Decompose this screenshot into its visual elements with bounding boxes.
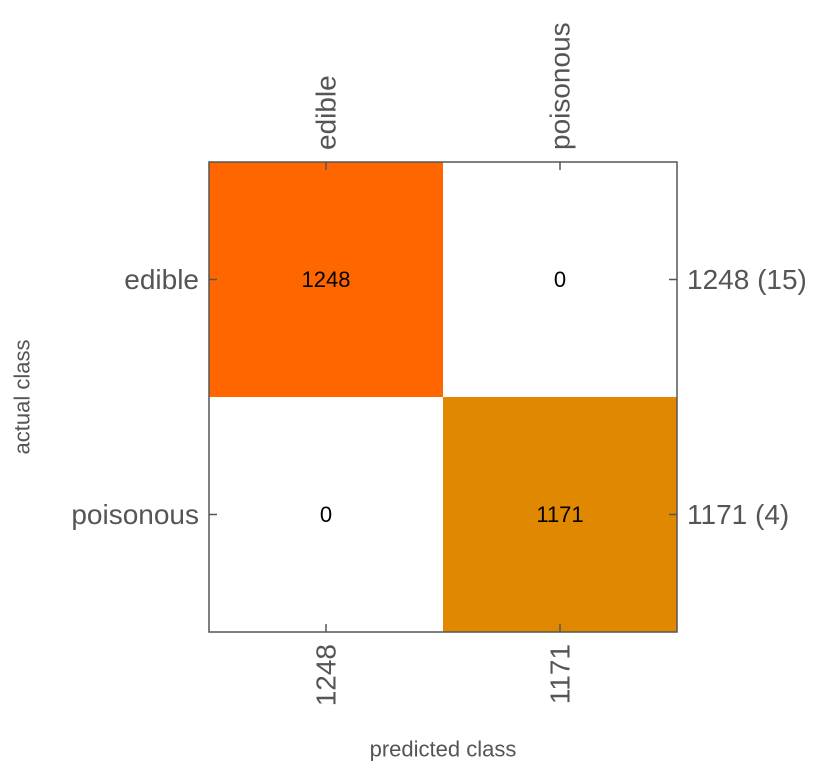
y-axis-title: actual class [10,340,35,455]
cell-value-poisonous-edible: 0 [320,502,332,527]
row-label-edible: edible [124,264,199,295]
column-total-edible: 1248 [311,644,342,706]
row-label-poisonous: poisonous [71,499,199,530]
row-total-edible: 1248 (15) [687,264,807,295]
column-label-edible: edible [311,75,342,150]
cell-poisonous-edible [209,397,443,632]
cell-poisonous-poisonous [443,397,677,632]
cell-value-edible-poisonous: 0 [554,267,566,292]
matrix-cells [209,162,677,632]
cell-value-edible-edible: 1248 [302,267,351,292]
x-axis-title: predicted class [370,737,517,762]
cell-values: 1248 0 0 1171 [302,267,584,527]
column-total-poisonous: 1171 [545,644,576,704]
column-label-poisonous: poisonous [545,22,576,150]
cell-edible-poisonous [443,162,677,397]
row-total-poisonous: 1171 (4) [687,499,789,530]
plot-frame [208,161,678,633]
cell-value-poisonous-poisonous: 1171 [536,502,583,527]
axis-ticks [209,162,677,632]
cell-edible-edible [209,162,443,397]
